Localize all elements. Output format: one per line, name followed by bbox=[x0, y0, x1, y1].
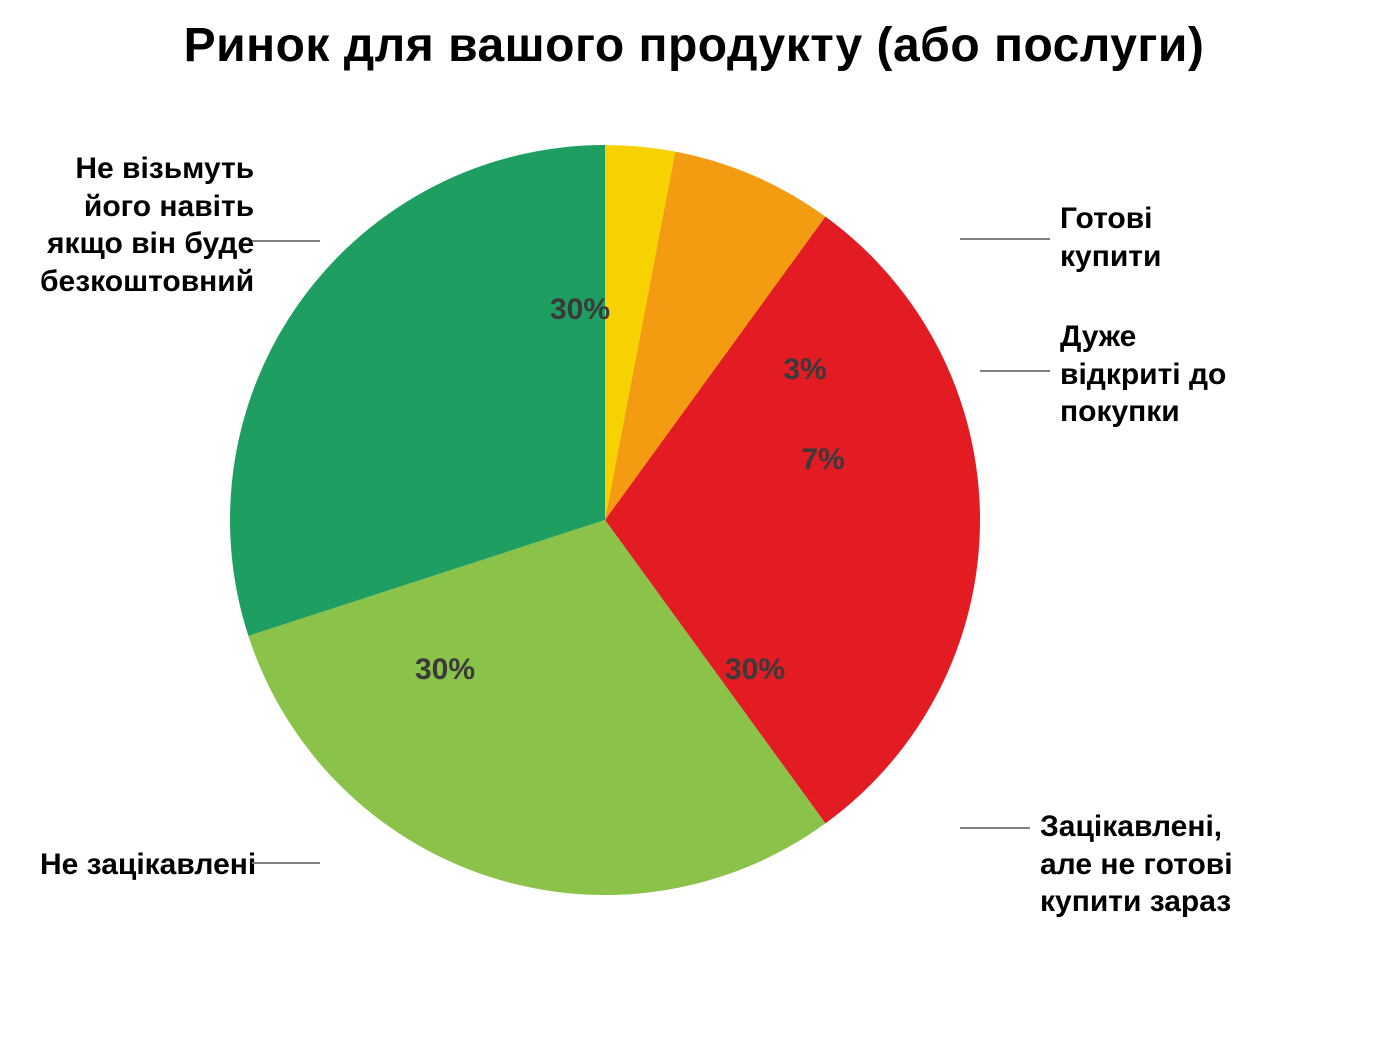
pie-chart bbox=[230, 145, 980, 895]
pct-label-interested: 30% bbox=[725, 653, 785, 687]
pct-label-ready: 3% bbox=[783, 353, 826, 387]
leader-interested bbox=[960, 827, 1030, 829]
slice-label-open: Дуже відкриті до покупки bbox=[1060, 318, 1226, 431]
pct-label-wont-take: 30% bbox=[550, 293, 610, 327]
slice-label-interested: Зацікавлені, але не готові купити зараз bbox=[1040, 808, 1233, 921]
leader-open bbox=[980, 370, 1050, 372]
leader-not-interested bbox=[252, 862, 320, 864]
slice-label-wont-take: Не візьмуть його навіть якщо він буде бе… bbox=[40, 150, 254, 300]
slice-label-ready: Готові купити bbox=[1060, 200, 1161, 275]
leader-ready bbox=[960, 238, 1050, 240]
pie-svg bbox=[230, 145, 980, 895]
chart-title: Ринок для вашого продукту (або послуги) bbox=[0, 18, 1388, 73]
pct-label-open: 7% bbox=[801, 443, 844, 477]
pct-label-not-interested: 30% bbox=[415, 653, 475, 687]
slice-label-not-interested: Не зацікавлені bbox=[40, 846, 256, 884]
leader-wont-take bbox=[252, 240, 320, 242]
